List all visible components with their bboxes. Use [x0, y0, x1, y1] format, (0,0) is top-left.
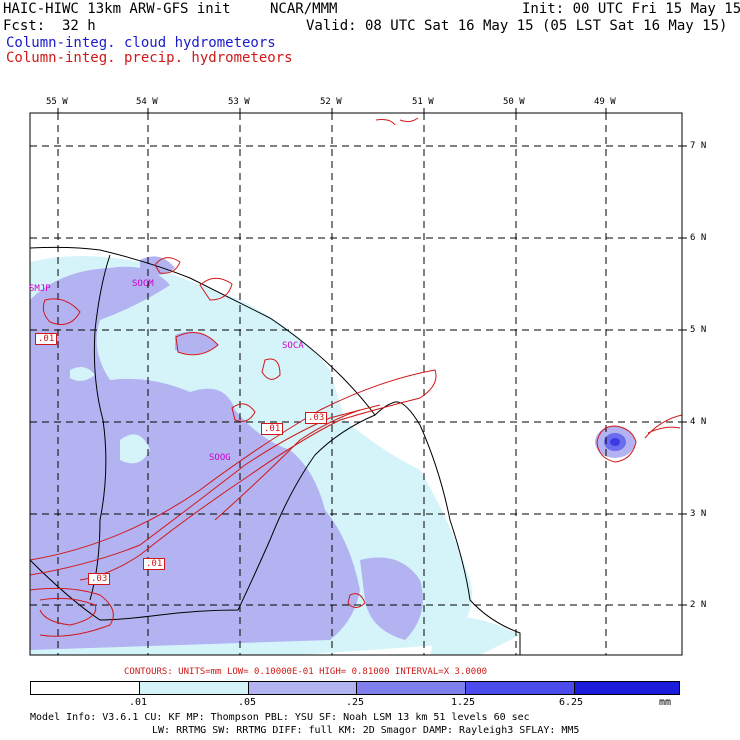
lat-label: 2 N	[690, 600, 707, 610]
init-time: Init: 00 UTC Fri 15 May 15	[522, 1, 740, 17]
station-label: SOCA	[282, 341, 304, 351]
plot-title: HAIC-HIWC 13km ARW-GFS init	[3, 1, 231, 17]
colorbar-unit: mm	[659, 697, 672, 708]
fcst-label: Fcst:	[3, 18, 46, 34]
model-info-line1: Model Info: V3.6.1 CU: KF MP: Thompson P…	[30, 712, 530, 723]
lat-label: 3 N	[690, 509, 707, 519]
colorbar-bin	[466, 682, 575, 694]
colorbar-tick: 6.25	[558, 697, 584, 708]
lon-label: 52 W	[320, 97, 342, 107]
legend-cloud: Column-integ. cloud hydrometeors	[6, 35, 276, 51]
colorbar-bin	[249, 682, 357, 694]
border-west	[89, 254, 111, 601]
colorbar-bin	[575, 682, 679, 694]
lon-label: 53 W	[228, 97, 250, 107]
colorbar-tick: .05	[237, 697, 257, 708]
lon-label: 51 W	[412, 97, 434, 107]
valid-time: Valid: 08 UTC Sat 16 May 15 (05 LST Sat …	[306, 18, 728, 34]
station-label: SOOG	[209, 453, 231, 463]
lat-label: 4 N	[690, 417, 707, 427]
lat-label: 5 N	[690, 325, 707, 335]
contour-label: .03	[305, 412, 328, 424]
colorbar-tick: .01	[128, 697, 148, 708]
contours-note: CONTOURS: UNITS=mm LOW= 0.10000E-01 HIGH…	[124, 667, 488, 677]
colorbar-tick: 1.25	[450, 697, 476, 708]
contour-label: .03	[88, 573, 111, 585]
precip-contours	[30, 117, 682, 637]
lon-label: 55 W	[46, 97, 68, 107]
colorbar-tick: .25	[345, 697, 365, 708]
contour-label: .01	[35, 333, 58, 345]
map-frame	[29, 112, 683, 656]
contour-label: .01	[143, 558, 166, 570]
station-label: SMJP	[29, 284, 51, 294]
lat-label: 7 N	[690, 141, 707, 151]
colorbar	[30, 681, 680, 695]
contour-label: .01	[261, 423, 284, 435]
source-label: NCAR/MMM	[270, 1, 338, 17]
station-label: SOCM	[132, 279, 154, 289]
model-info-line2: LW: RRTMG SW: RRTMG DIFF: full KM: 2D Sm…	[152, 725, 580, 736]
lat-label: 6 N	[690, 233, 707, 243]
border-east	[30, 414, 376, 621]
axis-ticks	[57, 108, 687, 606]
lon-label: 49 W	[594, 97, 616, 107]
grid-lines	[30, 113, 682, 655]
fcst-value: 32 h	[62, 18, 96, 34]
lon-label: 50 W	[503, 97, 525, 107]
legend-precip: Column-integ. precip. hydrometeors	[6, 50, 293, 66]
colorbar-bin	[357, 682, 466, 694]
colorbar-bin	[31, 682, 140, 694]
lon-label: 54 W	[136, 97, 158, 107]
colorbar-bin	[140, 682, 249, 694]
